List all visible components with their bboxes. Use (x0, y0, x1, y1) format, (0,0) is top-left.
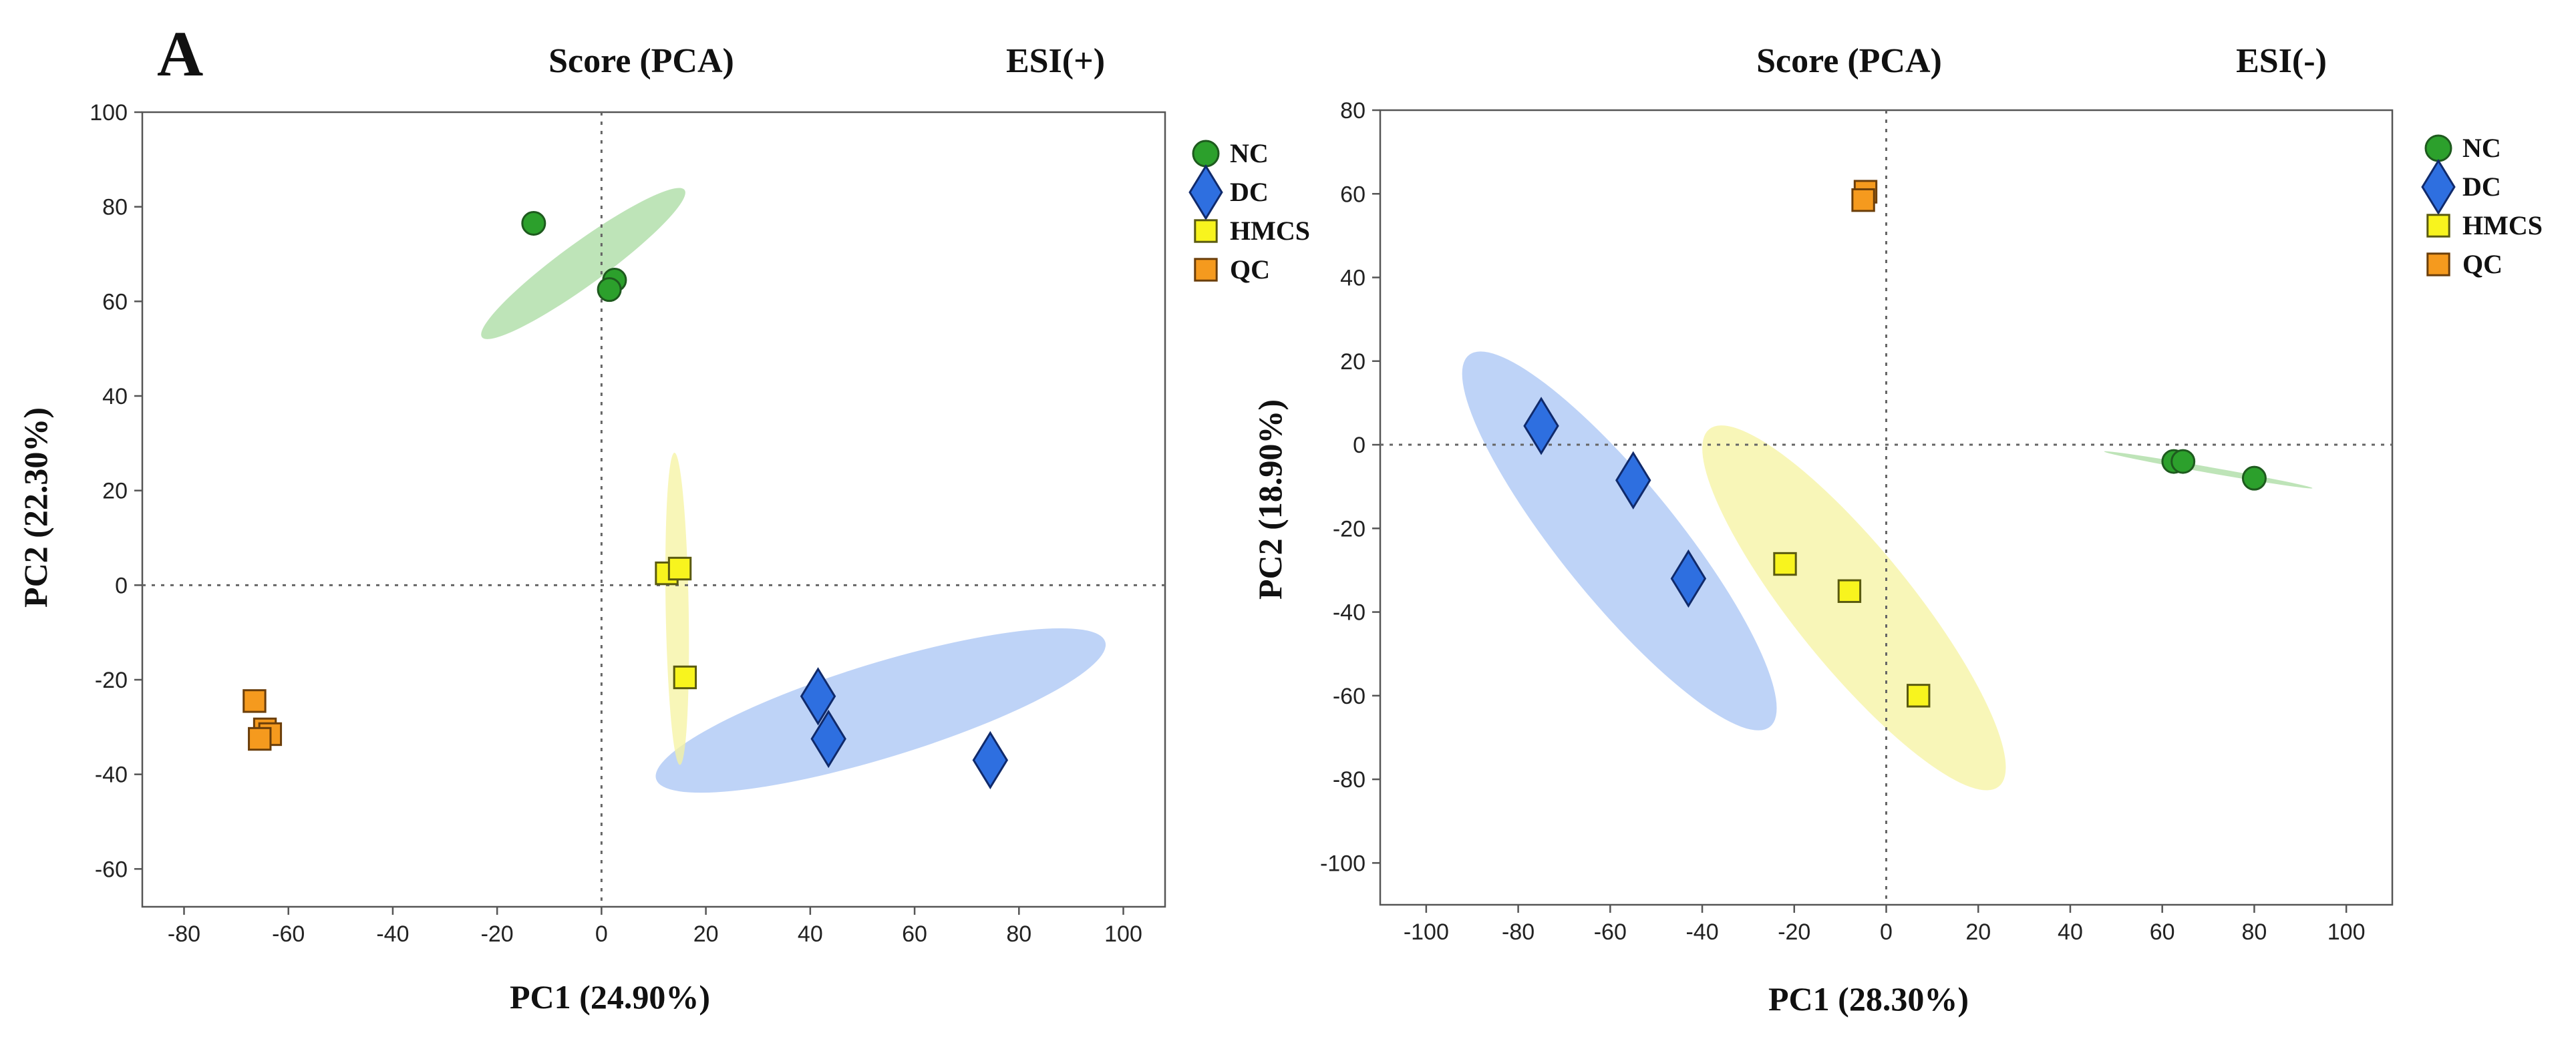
legend-marker-hmcs (1194, 219, 1218, 243)
data-point-qc (243, 689, 267, 713)
y-tick-label: 0 (1353, 433, 1365, 458)
x-tick-label: -100 (1404, 919, 1449, 945)
legend-label-qc: QC (2462, 249, 2503, 279)
data-point-nc (2170, 449, 2196, 474)
legend-marker-hmcs (2426, 214, 2450, 238)
y-tick-label: 60 (102, 289, 128, 315)
x-tick-label: 40 (798, 921, 823, 947)
legend-marker-nc (1192, 140, 1220, 168)
y-tick-label: 80 (1340, 98, 1365, 124)
data-point-qc (1851, 188, 1875, 212)
x-tick-label: 0 (1880, 919, 1893, 945)
y-tick-label: 80 (102, 195, 128, 220)
x-tick-label: -80 (1502, 919, 1535, 945)
x-tick-label: 20 (1965, 919, 1991, 945)
x-tick-label: 0 (595, 921, 608, 947)
x-tick-label: -60 (272, 921, 305, 947)
x-tick-label: -40 (376, 921, 409, 947)
y-tick-label: 20 (1340, 349, 1365, 375)
x-tick-label: 60 (2150, 919, 2175, 945)
y-tick-label: -20 (1333, 516, 1365, 542)
x-axis-label: PC1 (24.90%) (510, 978, 710, 1016)
y-tick-label: -60 (1333, 684, 1365, 709)
y-tick-label: 100 (90, 100, 128, 126)
x-tick-label: -40 (1685, 919, 1718, 945)
data-point-hmcs (1907, 684, 1931, 708)
data-point-hmcs (1773, 552, 1797, 576)
legend-label-dc: DC (1230, 177, 1269, 207)
legend-label-hmcs: HMCS (1230, 216, 1310, 246)
x-tick-label: 20 (693, 921, 719, 947)
data-point-dc (810, 709, 846, 769)
x-tick-label: 100 (1104, 921, 1142, 947)
legend-label-nc: NC (1230, 138, 1269, 168)
data-point-dc (1523, 397, 1559, 455)
x-tick-label: 40 (2058, 919, 2083, 945)
y-tick-label: -40 (95, 763, 128, 788)
y-tick-label: -80 (1333, 767, 1365, 793)
pca-chart-esi-negative: -100 -80 -60 -40 -20 0 20 40 60 80 100 -100 -80 -60 -4… (1251, 42, 2543, 1018)
y-tick-label: -40 (1333, 600, 1365, 626)
data-point-dc (1615, 451, 1651, 509)
legend-marker-dc (2421, 159, 2456, 215)
y-axis-label: PC2 (22.30%) (17, 407, 54, 608)
x-tick-label: 100 (2327, 919, 2366, 945)
x-tick-label: -60 (1594, 919, 1627, 945)
data-point-qc (248, 726, 272, 751)
chart-subtitle: ESI(-) (2236, 42, 2327, 80)
legend-label-qc: QC (1230, 254, 1270, 284)
data-point-nc (521, 210, 546, 236)
data-point-hmcs (667, 556, 692, 581)
legend-label-hmcs: HMCS (2462, 210, 2543, 240)
data-point-nc (2241, 465, 2267, 491)
legend-marker-nc (2424, 134, 2452, 162)
y-tick-label: -100 (1320, 851, 1365, 876)
chart-title: Score (PCA) (548, 42, 734, 80)
panel-letter: A (157, 18, 203, 89)
chart-subtitle: ESI(+) (1006, 42, 1105, 80)
y-tick-label: 0 (115, 573, 128, 598)
y-axis-label: PC2 (18.90%) (1251, 399, 1289, 600)
x-tick-label: -20 (1778, 919, 1810, 945)
data-point-dc (1670, 549, 1707, 608)
legend: NC DC HMCS QC (1188, 138, 1310, 284)
confidence-ellipse-dc (655, 628, 1106, 793)
x-tick-label: 80 (1006, 921, 1031, 947)
y-tick-label: 40 (1340, 266, 1365, 291)
pca-chart-esi-positive: -80 -60 -40 -20 0 20 40 60 80 100 -60 -40 -20 0 20 40 60… (17, 42, 1310, 1016)
y-tick-label: -60 (95, 857, 128, 882)
data-point-hmcs (673, 665, 697, 690)
data-point-dc (800, 667, 836, 726)
x-tick-label: 60 (902, 921, 927, 947)
legend-marker-dc (1188, 164, 1223, 220)
data-point-hmcs (1837, 579, 1862, 603)
y-tick-label: 60 (1340, 182, 1365, 207)
x-tick-label: 80 (2241, 919, 2267, 945)
legend-label-dc: DC (2462, 172, 2501, 202)
confidence-ellipse-nc (481, 188, 685, 339)
chart-title: Score (PCA) (1756, 42, 1942, 80)
y-tick-label: 40 (102, 384, 128, 409)
data-point-dc (972, 730, 1009, 790)
legend-marker-qc (1194, 258, 1218, 282)
y-tick-label: -20 (95, 668, 128, 693)
legend-label-nc: NC (2462, 133, 2501, 163)
x-tick-label: -20 (481, 921, 514, 947)
legend-marker-qc (2426, 252, 2450, 276)
data-point-nc (597, 277, 622, 302)
y-tick-label: 20 (102, 479, 128, 504)
legend: NC DC HMCS QC (2421, 133, 2543, 279)
x-axis-label: PC1 (28.30%) (1768, 980, 1969, 1018)
x-tick-label: -80 (168, 921, 200, 947)
